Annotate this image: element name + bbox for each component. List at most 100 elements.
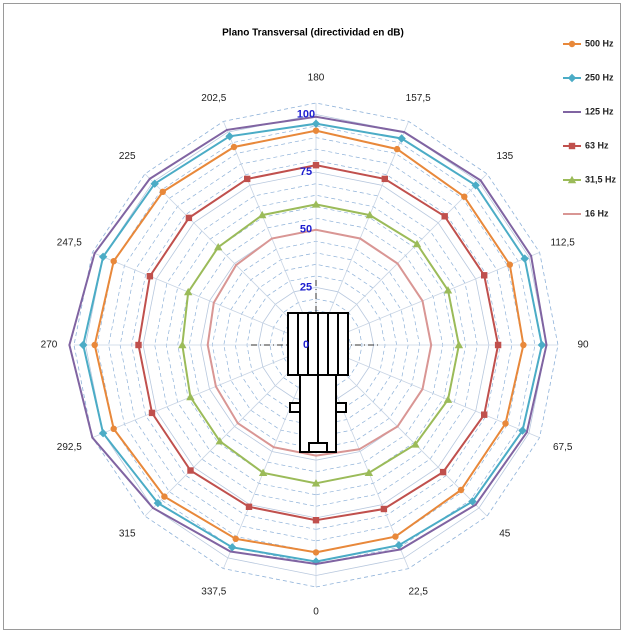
point (187, 467, 194, 474)
point (93, 252, 96, 255)
point (110, 425, 117, 432)
point (364, 468, 374, 476)
point (225, 128, 228, 131)
point (502, 420, 509, 427)
point (520, 341, 527, 349)
point (312, 127, 320, 134)
point (397, 134, 406, 143)
legend-marker (571, 213, 573, 215)
point (537, 340, 547, 350)
legend-marker (568, 40, 576, 48)
point (214, 385, 217, 388)
point (430, 344, 433, 346)
point (530, 254, 533, 257)
point (185, 214, 193, 222)
legend-marker (567, 175, 577, 184)
point (461, 193, 468, 200)
point (98, 252, 108, 261)
category-label: 247,5 (57, 237, 82, 248)
point (393, 145, 401, 153)
legend-label: 31,5 Hz (585, 174, 617, 184)
point (311, 479, 321, 487)
point (272, 446, 275, 449)
legend-label: 500 Hz (585, 38, 614, 48)
point (110, 258, 117, 265)
category-label: 157,5 (406, 93, 431, 104)
spoke (223, 121, 317, 346)
point (146, 273, 154, 280)
point (411, 440, 420, 448)
point (421, 299, 424, 302)
series-group (135, 162, 502, 524)
point (396, 425, 399, 428)
spoke (315, 344, 540, 438)
series-group (79, 119, 547, 566)
point (421, 388, 424, 391)
spoke (92, 344, 317, 438)
point (184, 287, 193, 296)
category-label: 225 (119, 151, 136, 162)
point (91, 341, 98, 349)
point (396, 262, 399, 265)
point (481, 411, 488, 418)
point (506, 261, 513, 268)
point (443, 395, 453, 403)
point (471, 181, 480, 190)
category-label: 202,5 (201, 93, 226, 104)
point (161, 493, 168, 500)
minor-ring (177, 206, 455, 484)
point (186, 392, 195, 401)
legend-marker (567, 73, 577, 83)
category-label: 315 (119, 528, 136, 539)
point (206, 344, 209, 346)
category-label: 0 (313, 607, 319, 618)
minor-ring (96, 125, 536, 565)
point (381, 175, 388, 183)
point (232, 535, 239, 542)
point (520, 254, 529, 263)
point (228, 543, 237, 552)
legend-label: 63 Hz (585, 140, 609, 150)
point (150, 179, 159, 188)
spoke (315, 252, 540, 346)
category-label: 337,5 (201, 586, 226, 597)
legend-marker (571, 111, 573, 113)
point (443, 286, 453, 294)
point (244, 175, 251, 183)
point (412, 239, 422, 248)
point (545, 344, 548, 346)
point (270, 237, 273, 240)
point (258, 468, 268, 476)
point (68, 344, 71, 346)
minor-ring (246, 275, 386, 415)
legend-label: 16 Hz (585, 208, 609, 218)
point (399, 548, 402, 551)
r-tick-label: 0 (303, 339, 309, 351)
point (403, 131, 406, 134)
point (311, 557, 321, 566)
point (479, 179, 482, 182)
point (153, 498, 163, 508)
point (474, 503, 477, 506)
legend-label: 250 Hz (585, 72, 614, 82)
point (454, 340, 464, 349)
point (311, 200, 321, 208)
series-group (206, 228, 433, 457)
category-label: 90 (577, 340, 589, 351)
r-tick-label: 25 (300, 281, 312, 293)
category-label: 180 (308, 73, 325, 84)
point (525, 431, 528, 434)
category-label: 22,5 (408, 586, 428, 597)
r-tick-label: 100 (297, 108, 315, 120)
building-icon (287, 312, 349, 453)
point (312, 517, 320, 524)
point (315, 228, 317, 231)
spoke (315, 121, 409, 346)
point (494, 341, 502, 349)
point (365, 210, 374, 219)
category-label: 270 (41, 340, 58, 351)
point (312, 549, 320, 556)
point (230, 143, 238, 151)
